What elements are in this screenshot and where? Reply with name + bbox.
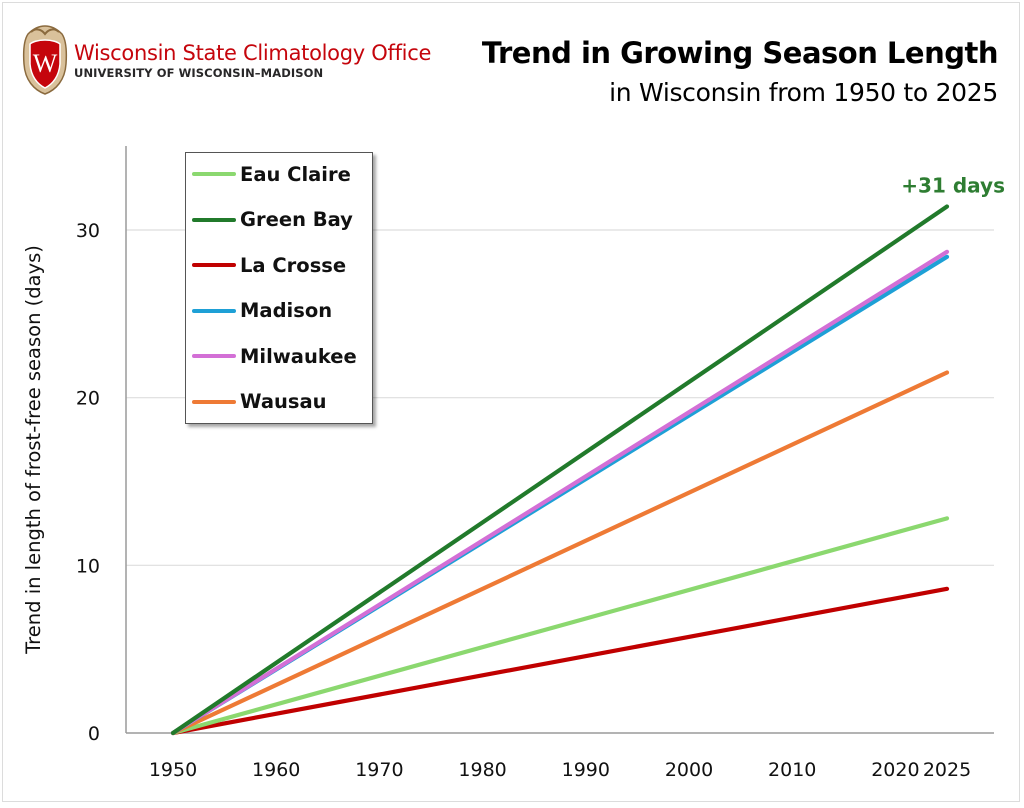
legend-swatch <box>192 263 236 267</box>
legend-label: La Crosse <box>240 253 347 277</box>
legend-item: Eau Claire <box>192 159 351 189</box>
series-lines <box>170 204 950 736</box>
series-line-la-crosse <box>170 586 950 736</box>
series-line-wausau <box>170 370 950 736</box>
legend: Eau Claire Green Bay La Crosse Madison Milwa… <box>185 152 373 424</box>
y-tick-label: 30 <box>76 220 100 242</box>
legend-label: Wausau <box>240 390 327 413</box>
x-tick-label: 1980 <box>458 759 506 781</box>
org-subtitle: UNIVERSITY OF WISCONSIN–MADISON <box>74 65 324 80</box>
legend-item: Wausau <box>192 387 327 417</box>
y-tick-labels: 0 10 20 30 <box>76 220 100 745</box>
legend-item: Madison <box>192 296 332 326</box>
series-line-milwaukee <box>170 249 950 736</box>
x-tick-label: 2020 <box>871 759 919 781</box>
legend-item: La Crosse <box>192 250 346 280</box>
x-tick-labels: 1950 1960 1970 1980 1990 2000 2010 2020 2025 <box>149 759 971 781</box>
org-name: Wisconsin State Climatology Office <box>74 40 432 65</box>
legend-swatch <box>192 354 236 358</box>
uw-crest-icon: W <box>22 25 68 95</box>
legend-swatch <box>192 399 236 404</box>
x-tick-label: 1960 <box>252 759 300 781</box>
y-tick-label: 0 <box>88 723 100 745</box>
y-tick-label: 10 <box>76 555 100 577</box>
crest-letter: W <box>33 49 58 78</box>
legend-label: Milwaukee <box>240 344 357 368</box>
legend-label: Eau Claire <box>240 162 351 186</box>
series-line-eau-claire <box>170 516 950 736</box>
x-tick-label: 2025 <box>923 759 971 781</box>
x-tick-label: 2010 <box>768 759 816 781</box>
chart-title-block: Trend in Growing Season Length in Wiscon… <box>481 36 999 107</box>
legend-item: Milwaukee <box>192 341 357 371</box>
legend-label: Green Bay <box>240 208 353 231</box>
legend-label: Madison <box>240 299 333 322</box>
green-bay-annotation: +31 days <box>901 174 1005 198</box>
series-line-green-bay <box>170 204 950 736</box>
y-axis-label: Trend in length of frost-free season (da… <box>22 245 45 655</box>
x-tick-label: 1990 <box>562 759 610 781</box>
legend-item: Green Bay <box>192 205 353 235</box>
chart-title: Trend in Growing Season Length <box>481 36 999 70</box>
legend-swatch <box>192 308 236 313</box>
x-tick-label: 2000 <box>665 759 713 781</box>
chart-subtitle: in Wisconsin from 1950 to 2025 <box>609 78 998 107</box>
x-tick-label: 1970 <box>355 759 403 781</box>
legend-swatch <box>192 217 236 222</box>
legend-swatch <box>192 172 236 176</box>
org-logo: W Wisconsin State Climatology Office UNI… <box>22 24 431 96</box>
y-tick-label: 20 <box>76 388 100 410</box>
axes <box>125 146 994 734</box>
x-tick-label: 1950 <box>149 759 197 781</box>
